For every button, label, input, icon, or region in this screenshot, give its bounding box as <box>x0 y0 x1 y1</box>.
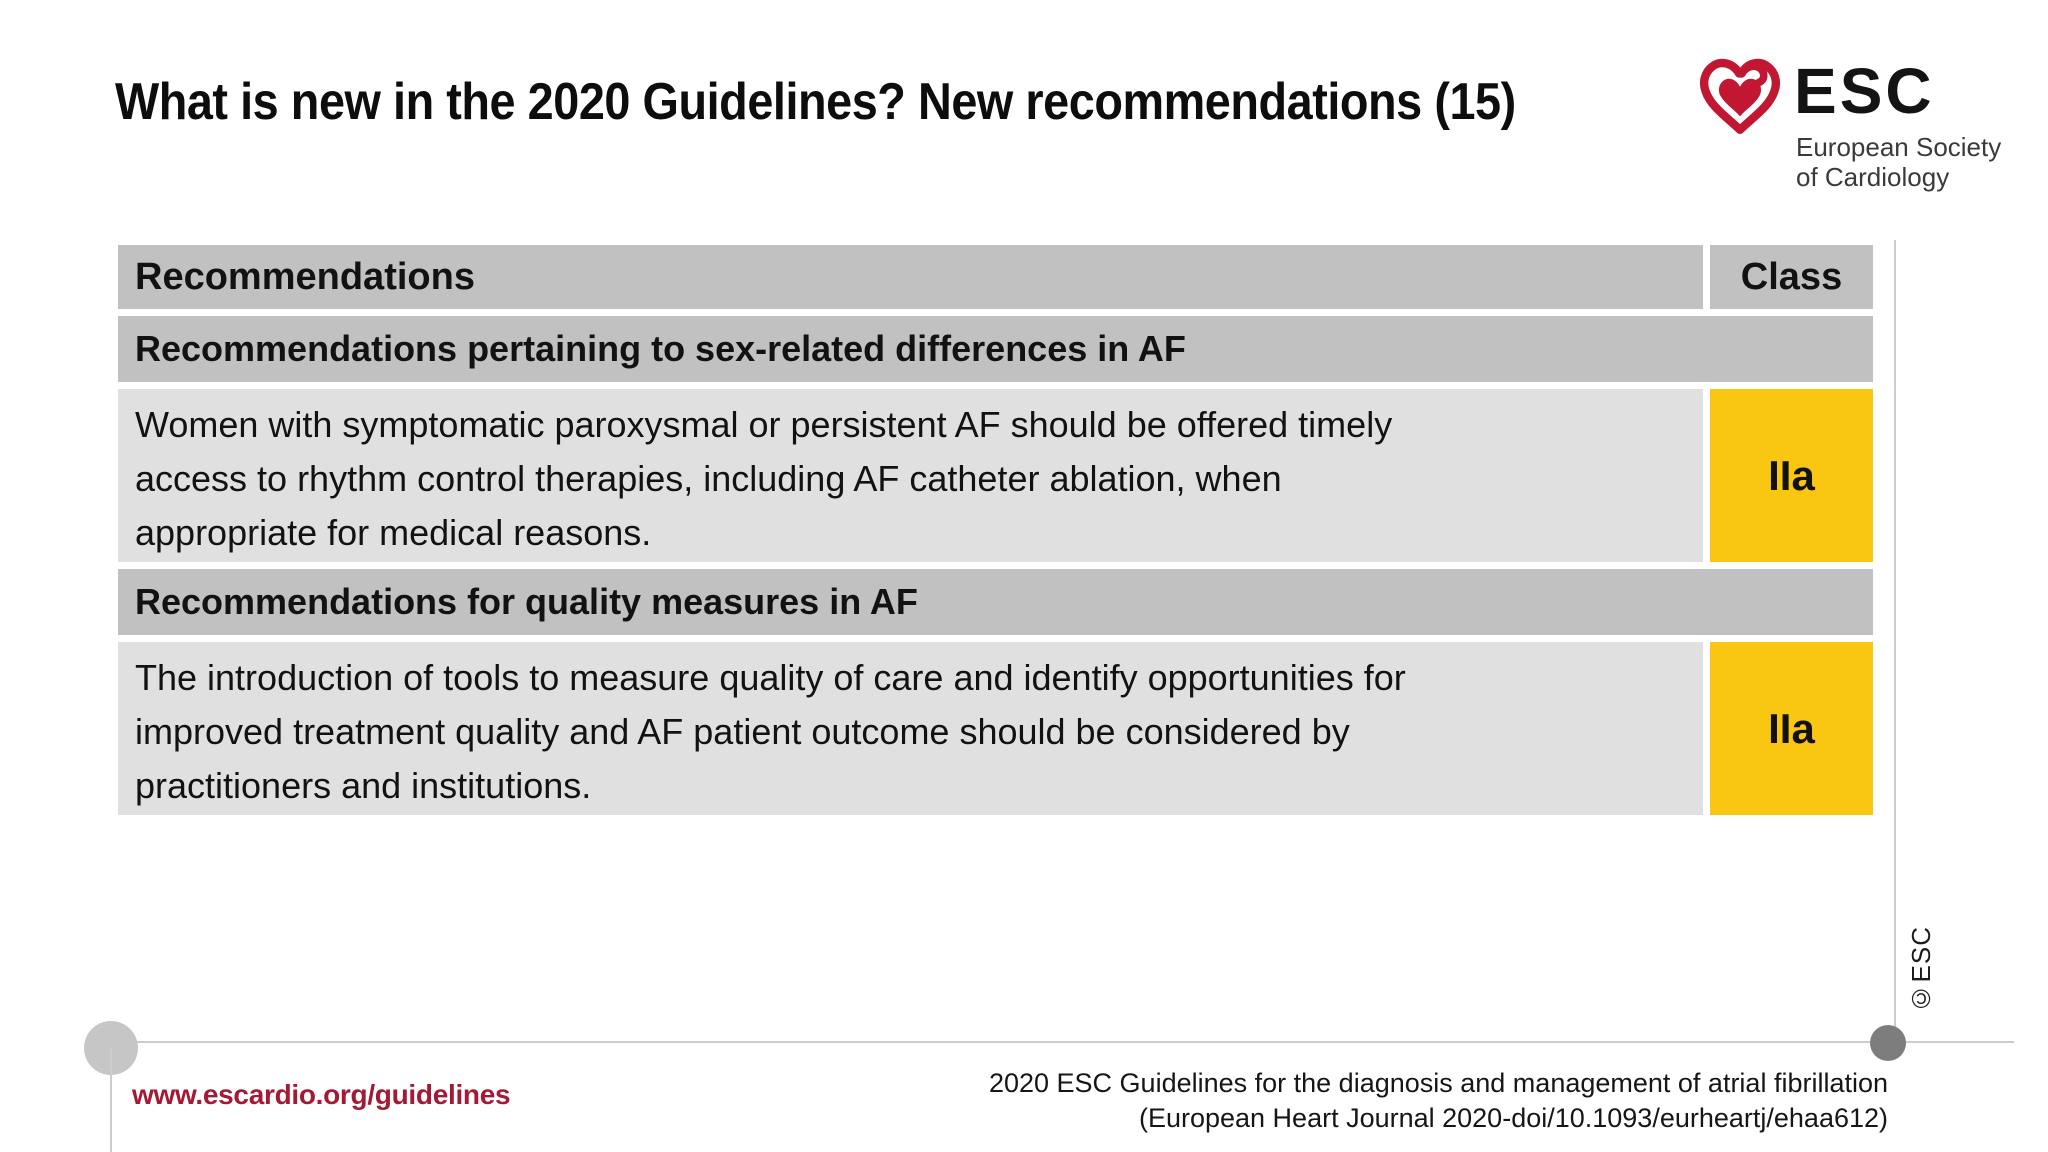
recommendations-table: Recommendations Class Recommendations pe… <box>118 245 1873 822</box>
esc-logo-text: ESC <box>1794 55 1935 127</box>
footer-line <box>86 1041 2014 1043</box>
class-badge: IIa <box>1710 389 1873 562</box>
section-heading: Recommendations for quality measures in … <box>118 569 1873 635</box>
guidelines-link[interactable]: www.escardio.org/guidelines <box>132 1079 511 1110</box>
footer-left-stub-line <box>110 1048 112 1152</box>
header-class: Class <box>1710 245 1873 309</box>
class-badge: IIa <box>1710 642 1873 815</box>
table-row: The introduction of tools to measure qua… <box>118 642 1873 815</box>
recommendation-text: Women with symptomatic paroxysmal or per… <box>118 389 1703 562</box>
page-title: What is new in the 2020 Guidelines? New … <box>115 73 1516 131</box>
esc-logo-subtitle: European Society of Cardiology <box>1796 132 2002 192</box>
right-border-line <box>1894 240 1896 1043</box>
recommendation-text: The introduction of tools to measure qua… <box>118 642 1703 815</box>
esc-heart-icon <box>1699 58 1781 134</box>
table-row: Women with symptomatic paroxysmal or per… <box>118 389 1873 562</box>
section-header-row: Recommendations for quality measures in … <box>118 569 1873 635</box>
timeline-dot-right <box>1870 1025 1906 1061</box>
footer-reference: 2020 ESC Guidelines for the diagnosis an… <box>988 1068 1888 1133</box>
esc-logo: ESC European Society of Cardiology <box>1698 50 2028 200</box>
esc-copyright: ©ESC <box>1906 926 1936 1014</box>
header-recommendations: Recommendations <box>118 245 1703 309</box>
section-heading: Recommendations pertaining to sex-relate… <box>118 316 1873 382</box>
table-header-row: Recommendations Class <box>118 245 1873 309</box>
section-header-row: Recommendations pertaining to sex-relate… <box>118 316 1873 382</box>
